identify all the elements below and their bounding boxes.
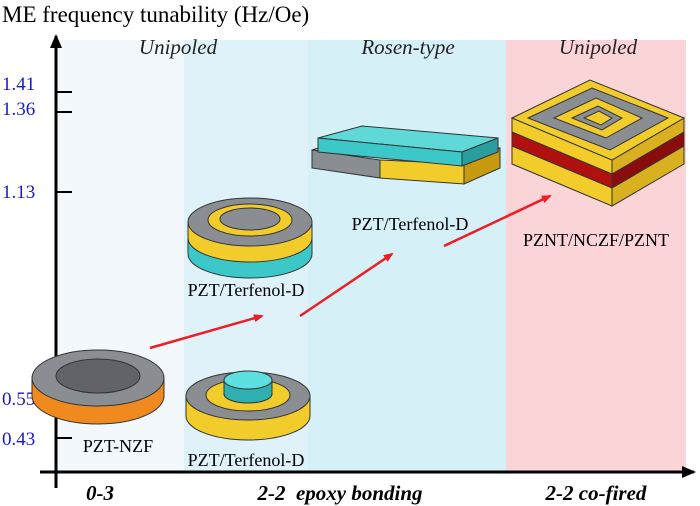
device-terfenol-disc-bottom: [185, 370, 311, 441]
trend-arrow: [149, 314, 264, 350]
device-label-pzt-nzf: PZT-NZF: [83, 436, 153, 456]
trend-arrow: [299, 252, 394, 318]
device-terfenol-disc-top: [187, 197, 313, 279]
device-label-terfenol-rosen: PZT/Terfenol-D: [352, 214, 469, 234]
x-label-co-fired: 2-2 co-fired: [545, 481, 647, 505]
device-label-terfenol-top: PZT/Terfenol-D: [188, 280, 305, 300]
device-label-terfenol-bottom: PZT/Terfenol-D: [188, 450, 305, 470]
device-terfenol-rosen: [311, 125, 501, 185]
x-label-0-3: 0-3: [86, 481, 114, 505]
label-rosen-type: Rosen-type: [360, 35, 454, 59]
y-tick-label: 0.43: [2, 429, 35, 450]
device-pzt-nzf: [31, 349, 165, 425]
x-label-epoxy: 2-2 epoxy bonding: [256, 481, 422, 505]
device-label-pznt: PZNT/NCZF/PZNT: [523, 230, 669, 250]
band-2-2-rosen: [308, 40, 506, 472]
label-unipoled-left: Unipoled: [139, 35, 218, 59]
trend-arrow: [443, 194, 552, 248]
device-pznt: [510, 79, 686, 207]
y-tick-label: 1.13: [2, 182, 35, 203]
trend-arrows: [149, 194, 552, 350]
y-tick-label: 0.55: [2, 389, 35, 410]
label-unipoled-right: Unipoled: [559, 35, 638, 59]
axis-title: ME frequency tunability (Hz/Oe): [2, 2, 309, 27]
y-tick-label: 1.41: [2, 74, 35, 95]
y-tick-label: 1.36: [2, 99, 35, 120]
